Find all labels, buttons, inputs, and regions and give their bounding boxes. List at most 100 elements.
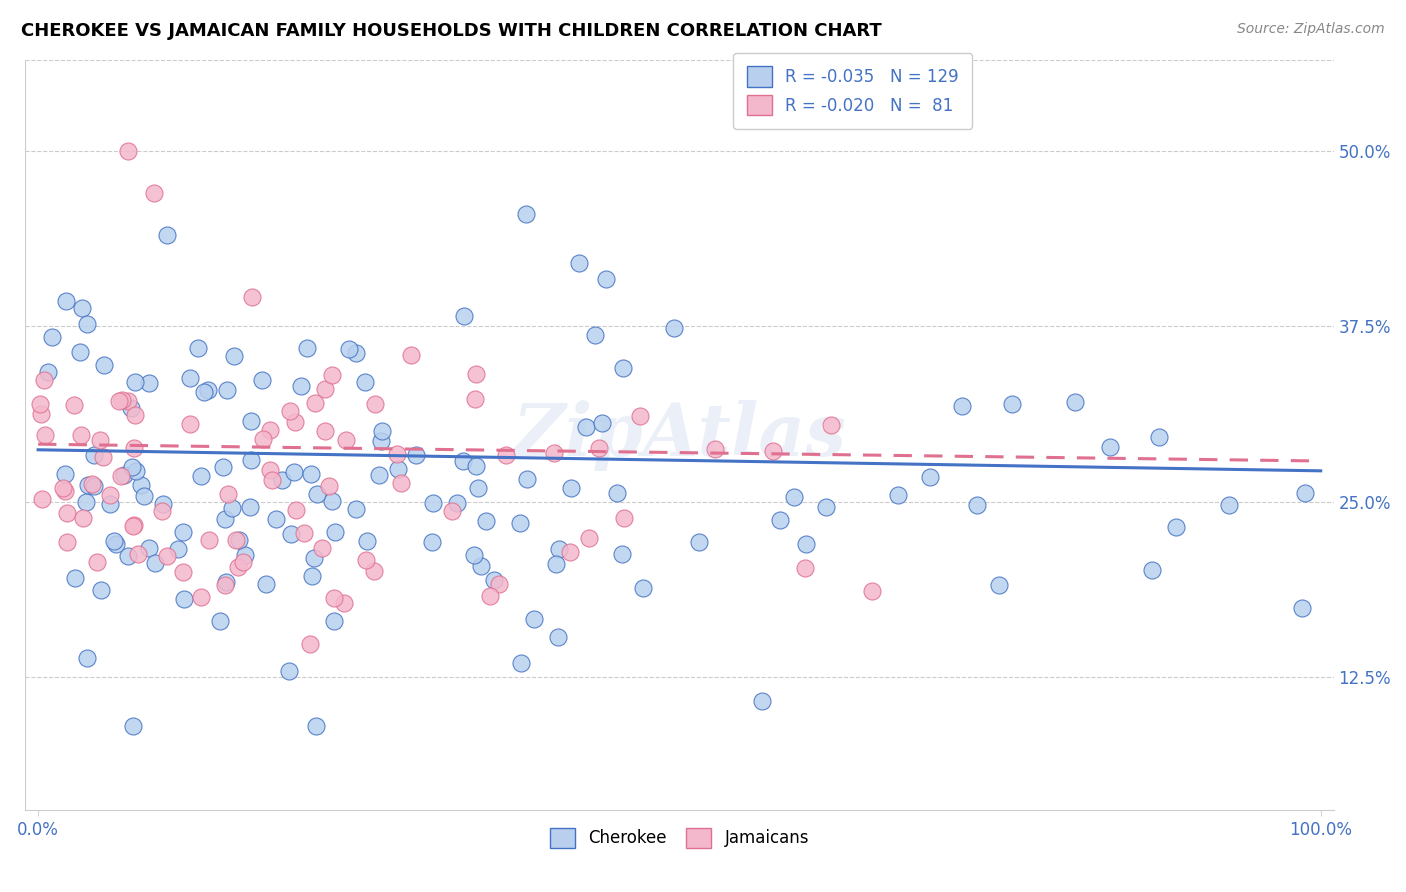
Point <box>588 441 610 455</box>
Point <box>69 345 91 359</box>
Point <box>89 433 111 447</box>
Point <box>631 581 654 595</box>
Point <box>215 575 238 590</box>
Point <box>354 375 377 389</box>
Point <box>198 533 221 548</box>
Point <box>475 514 498 528</box>
Point <box>77 478 100 492</box>
Point <box>314 382 336 396</box>
Point <box>463 549 485 563</box>
Point <box>523 612 546 626</box>
Point <box>124 376 146 390</box>
Point <box>482 573 505 587</box>
Point <box>250 373 273 387</box>
Point <box>172 524 194 539</box>
Point <box>52 481 75 495</box>
Point <box>323 591 346 605</box>
Point <box>80 477 103 491</box>
Point <box>105 537 128 551</box>
Point <box>321 494 343 508</box>
Point <box>55 293 77 308</box>
Point <box>28 397 51 411</box>
Point <box>240 414 263 428</box>
Point <box>323 525 346 540</box>
Point <box>232 555 254 569</box>
Point <box>307 487 329 501</box>
Point <box>1294 485 1316 500</box>
Point <box>173 592 195 607</box>
Point <box>543 445 565 459</box>
Point <box>918 470 941 484</box>
Point <box>228 533 250 547</box>
Point <box>56 506 79 520</box>
Point <box>595 272 617 286</box>
Point <box>301 569 323 583</box>
Point <box>193 385 215 400</box>
Point <box>515 207 537 221</box>
Point <box>405 448 427 462</box>
Point <box>420 535 443 549</box>
Point <box>966 498 988 512</box>
Point <box>1218 498 1240 512</box>
Point <box>356 534 378 549</box>
Point <box>90 582 112 597</box>
Point <box>93 450 115 464</box>
Point <box>305 719 328 733</box>
Point <box>152 497 174 511</box>
Point <box>112 468 135 483</box>
Point <box>298 637 321 651</box>
Point <box>558 545 581 559</box>
Point <box>150 504 173 518</box>
Point <box>240 290 263 304</box>
Point <box>441 504 464 518</box>
Point <box>1000 397 1022 411</box>
Point <box>75 495 97 509</box>
Point <box>401 348 423 362</box>
Point <box>37 365 59 379</box>
Point <box>129 478 152 492</box>
Point <box>363 396 385 410</box>
Point <box>370 434 392 449</box>
Point <box>453 310 475 324</box>
Point <box>292 526 315 541</box>
Point <box>548 542 571 557</box>
Point <box>606 485 628 500</box>
Point <box>1147 430 1170 444</box>
Point <box>389 475 412 490</box>
Point <box>222 349 245 363</box>
Point <box>610 547 633 561</box>
Point <box>132 489 155 503</box>
Point <box>333 595 356 609</box>
Point <box>280 526 302 541</box>
Point <box>143 556 166 570</box>
Point <box>233 548 256 562</box>
Point <box>217 487 239 501</box>
Point <box>446 495 468 509</box>
Point <box>344 502 367 516</box>
Point <box>479 589 502 603</box>
Point <box>70 428 93 442</box>
Point <box>354 553 377 567</box>
Point <box>794 537 817 551</box>
Point <box>138 541 160 555</box>
Point <box>465 367 488 381</box>
Point <box>53 483 76 498</box>
Point <box>98 488 121 502</box>
Point <box>83 479 105 493</box>
Point <box>662 321 685 335</box>
Point <box>451 454 474 468</box>
Point <box>751 694 773 708</box>
Point <box>467 481 489 495</box>
Point <box>122 518 145 533</box>
Point <box>124 409 146 423</box>
Point <box>311 541 333 555</box>
Point <box>120 401 142 416</box>
Point <box>172 565 194 579</box>
Point <box>53 467 76 481</box>
Text: ZipAtlas: ZipAtlas <box>512 400 846 471</box>
Point <box>190 469 212 483</box>
Point <box>121 519 143 533</box>
Point <box>156 228 179 243</box>
Point <box>187 341 209 355</box>
Point <box>510 656 533 670</box>
